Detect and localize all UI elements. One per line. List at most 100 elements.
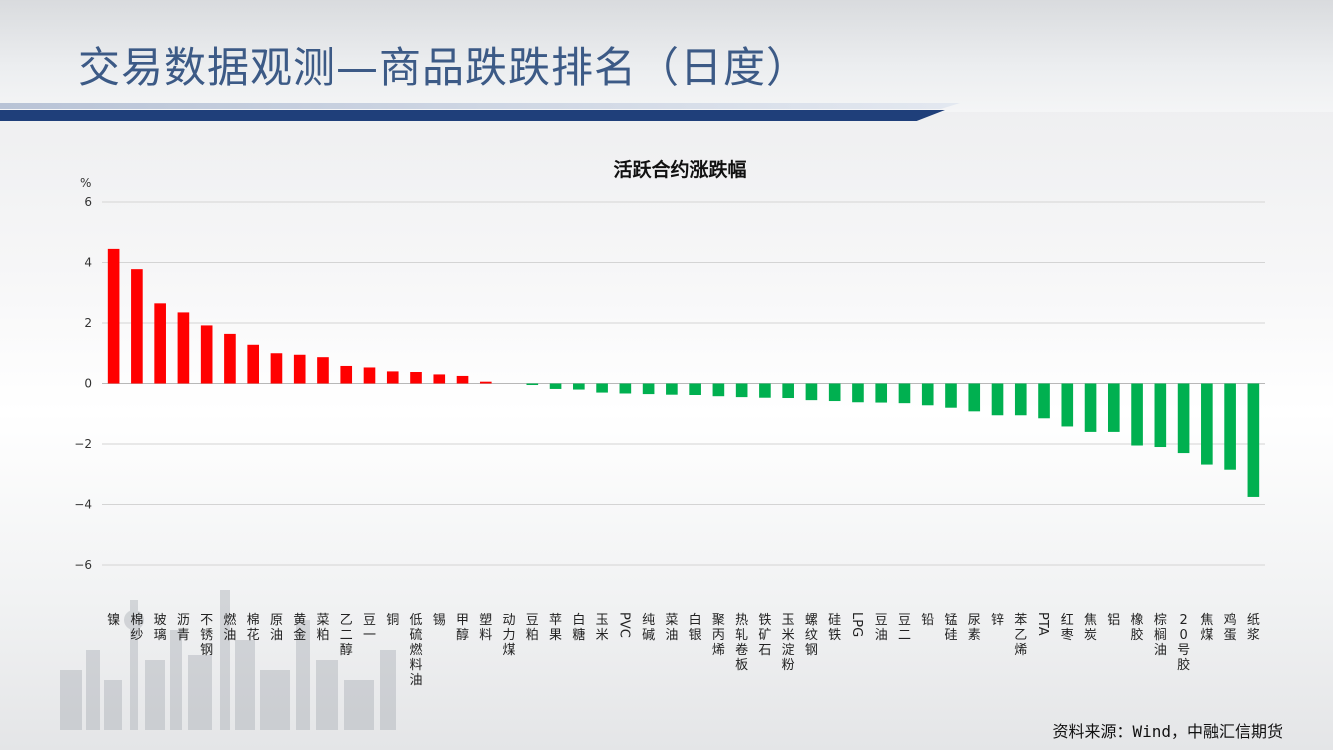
category-label: 锰硅 (944, 613, 957, 643)
category-label-char: 醇 (340, 642, 353, 658)
bar (875, 383, 888, 403)
header-rule (0, 110, 945, 121)
category-label-char: 油 (410, 673, 423, 688)
category-label-char: 榈 (1154, 628, 1167, 643)
bar (852, 383, 864, 403)
category-label-text: PVC (616, 612, 631, 638)
category-label-char: 动 (503, 613, 516, 628)
category-label: 苹果 (549, 613, 562, 643)
category-label-char: 煤 (503, 643, 516, 658)
category-label-char: 焦 (1084, 613, 1097, 628)
category-label: 棉花 (247, 613, 260, 643)
bar (1038, 383, 1050, 419)
bar (433, 374, 446, 384)
category-label: PVC (616, 612, 631, 638)
category-label-char: 素 (968, 628, 981, 643)
bar (735, 383, 748, 398)
category-label: 棕榈油 (1154, 613, 1167, 658)
category-label: 塑料 (479, 613, 492, 643)
y-tick-label: 2 (84, 316, 92, 330)
category-label-char: 棉 (130, 613, 143, 628)
category-label: 豆油 (875, 613, 888, 643)
category-label-char: 燃 (410, 642, 423, 658)
category-label: 铜 (386, 613, 399, 628)
category-label-char: 白 (689, 612, 702, 628)
bar (247, 344, 260, 384)
category-label: 纸浆 (1247, 613, 1260, 643)
bar (805, 383, 818, 401)
category-label: 铁矿石 (758, 613, 771, 658)
category-label-char: 锌 (991, 613, 1004, 628)
category-label-char: 0 (1179, 628, 1187, 643)
header-band (0, 0, 1333, 112)
bar (573, 383, 585, 390)
category-label: 红枣 (1061, 612, 1074, 643)
category-label-char: 棉 (247, 613, 260, 628)
category-label: 豆粕 (526, 613, 539, 643)
bar (340, 365, 353, 384)
bar (642, 383, 655, 395)
bar (456, 375, 469, 384)
category-label-char: 一 (363, 628, 376, 643)
category-label-text: PTA (1035, 612, 1050, 636)
category-label-char: 烯 (1014, 643, 1027, 658)
category-label: 苯乙烯 (1014, 613, 1027, 658)
category-label-char: 玉 (596, 613, 609, 628)
bar (177, 312, 190, 384)
category-label-char: 豆 (363, 613, 376, 628)
category-label: 沥青 (177, 613, 190, 643)
category-label-char: 金 (293, 627, 306, 643)
category-label: 豆一 (363, 613, 376, 643)
category-label-char: 豆 (898, 613, 911, 628)
category-labels: 镍棉纱玻璃沥青不锈钢燃油棉花原油黄金菜粕乙二醇豆一铜 低硫燃料油锡 甲醇塑料动力煤豆… (107, 612, 1260, 688)
category-label-char: 铅 (921, 613, 934, 628)
category-label-char: 钢 (200, 643, 213, 658)
category-label: 黄金 (293, 613, 306, 643)
category-label: 玉米 (596, 613, 609, 643)
bar (386, 371, 399, 384)
bar (200, 325, 213, 384)
category-label: 玻璃 (154, 613, 167, 643)
category-label-char: 丙 (712, 628, 725, 643)
category-label-char: 白 (572, 612, 585, 628)
category-label-char: 料 (410, 658, 423, 673)
category-label: 棉纱 (130, 613, 143, 643)
category-label: 硅铁 (828, 613, 841, 643)
category-label-char: 苯 (1014, 613, 1027, 628)
category-label-char: 二 (898, 628, 911, 643)
category-label-char: 青 (177, 628, 190, 643)
category-label-char: 甲 (456, 613, 469, 628)
category-label-char: 浆 (1247, 628, 1260, 643)
bar (479, 381, 492, 384)
category-label-char: 米 (782, 628, 795, 643)
bar (131, 269, 143, 384)
bar (224, 333, 236, 384)
category-label: 鸡蛋 (1224, 612, 1237, 643)
category-label-char: 红 (1061, 612, 1074, 628)
category-label-char: 硅 (944, 628, 957, 643)
category-label-char: 枣 (1061, 628, 1074, 643)
bar (1084, 383, 1097, 432)
category-label-char: 二 (340, 628, 353, 643)
bar (782, 383, 794, 399)
category-label-char: 苹 (549, 613, 562, 628)
bar (1224, 383, 1236, 470)
category-label-char: 板 (735, 658, 748, 673)
bar (363, 367, 376, 384)
category-label: 螺纹钢 (805, 613, 818, 658)
category-label-char: 沥 (177, 613, 190, 628)
category-label-char: 花 (247, 627, 260, 643)
category-label-char: 醇 (456, 627, 469, 643)
category-label: 动力煤 (503, 613, 516, 658)
category-label: 聚丙烯 (712, 613, 725, 658)
category-label: 尿素 (968, 613, 981, 643)
category-label-char: 塑 (479, 613, 492, 628)
bar (619, 383, 632, 394)
category-label: 不锈钢 (200, 613, 213, 658)
category-label-char: 黄 (293, 613, 306, 628)
category-label-char: 油 (223, 628, 236, 643)
category-label-char: 铝 (1107, 613, 1120, 628)
y-tick-label: 6 (84, 195, 92, 209)
